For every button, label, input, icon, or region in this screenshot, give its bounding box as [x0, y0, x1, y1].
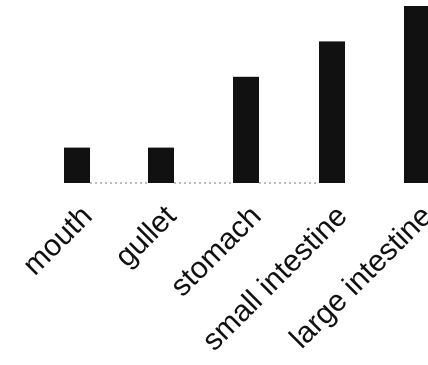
bar-mouth [64, 147, 90, 183]
bars-group [64, 6, 428, 184]
tick-label-large-intestine: large intestine [283, 199, 428, 354]
bar-stomach [233, 76, 259, 183]
tick-label-gullet: gullet [109, 199, 184, 274]
tick-label-mouth: mouth [16, 199, 98, 281]
bar-small-intestine [319, 41, 345, 184]
bar-large-intestine [404, 6, 428, 183]
bar-gullet [148, 147, 174, 183]
